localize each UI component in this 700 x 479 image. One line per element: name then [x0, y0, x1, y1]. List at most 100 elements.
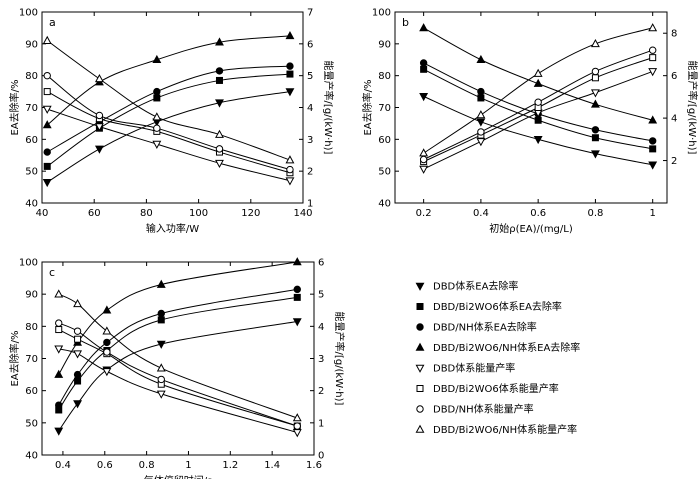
series-6 [43, 71, 294, 174]
y-tick-label: 50 [378, 167, 391, 178]
panel-c: 0.4 0.6 0.8 1 1.2 1.4 1.6 40 50 60 70 80 90 100 0 1 2 3 4 5… [8, 257, 346, 479]
y-tick-label: 90 [378, 39, 391, 50]
data-point [43, 71, 51, 80]
y-tick-label: 50 [25, 418, 38, 429]
data-point [102, 368, 112, 377]
series-line [58, 329, 298, 427]
series-line [58, 261, 298, 375]
series-4 [54, 345, 302, 438]
data-point [153, 94, 161, 102]
legend-label: DBD体系EA去除率 [433, 280, 518, 293]
data-point [292, 429, 302, 438]
y-tick-label: 90 [25, 39, 38, 50]
data-point [533, 136, 543, 145]
legend-label: DBD/NH体系EA去除率 [433, 321, 537, 334]
data-point [152, 112, 162, 121]
data-point [649, 54, 657, 62]
data-point [42, 120, 52, 129]
legend-entry: DBD/Bi2WO6体系EA去除率 [416, 300, 562, 313]
legend-label: DBD/Bi2WO6体系能量产率 [433, 382, 559, 395]
data-point [533, 68, 543, 77]
series-line [58, 288, 298, 406]
data-point [152, 140, 162, 149]
y-tick-label: 60 [25, 386, 38, 397]
x-axis-title: 初始ρ(EA)/(mg/L) [489, 222, 573, 235]
y2-tick-label: 4 [307, 103, 313, 114]
data-point [157, 309, 165, 318]
data-point [419, 59, 428, 67]
data-point [590, 99, 600, 108]
data-point [42, 105, 52, 114]
x-tick-label: 0.8 [139, 460, 155, 471]
x-axis-title: 输入功率/W [146, 222, 199, 235]
data-point [152, 54, 162, 64]
data-point [420, 65, 428, 73]
data-point [419, 155, 428, 164]
y2-tick-label: 2 [307, 167, 313, 178]
y2-tick-label: 5 [307, 71, 313, 82]
data-point [419, 165, 429, 174]
y2-tick-label: 5 [318, 290, 324, 301]
y-tick-label: 60 [25, 135, 38, 146]
data-point [43, 88, 51, 96]
legend-label: DBD/NH体系能量产率 [433, 403, 534, 416]
data-point [477, 128, 485, 136]
series-0 [54, 318, 302, 436]
x-tick-label: 60 [88, 208, 101, 219]
data-point [419, 23, 429, 32]
x-tick-label: 0.6 [97, 460, 113, 471]
data-point [285, 31, 295, 40]
x-tick-label: 0.2 [416, 208, 432, 219]
series-0 [42, 88, 295, 188]
data-point [94, 123, 104, 132]
legend-marker [416, 303, 424, 310]
legend-label: DBD/Bi2WO6/NH体系EA去除率 [433, 341, 580, 354]
panel-label: c [49, 266, 55, 279]
data-point [94, 74, 104, 83]
data-point [591, 67, 600, 76]
data-point [156, 279, 166, 288]
data-point [73, 350, 83, 359]
y-tick-label: 70 [25, 354, 38, 365]
data-point [54, 289, 64, 298]
data-point [648, 161, 658, 170]
legend-entry: DBD/NH体系EA去除率 [416, 321, 537, 334]
data-point [292, 413, 302, 422]
data-point [649, 145, 657, 153]
y2-axis-title: 能量产率/[g/(kW·h)] [333, 312, 346, 406]
data-point [153, 87, 161, 96]
data-point [215, 99, 224, 108]
data-point [95, 111, 104, 120]
x-tick-label: 100 [189, 208, 208, 219]
series-line [58, 293, 298, 419]
y2-tick-label: 6 [307, 39, 313, 50]
data-point [590, 38, 600, 48]
data-point [292, 318, 302, 327]
panel-b: 0.2 0.4 0.6 0.8 1 40 50 60 70 80 90 100 2 4 6 8 b 初始ρ(EA)… [361, 8, 699, 236]
data-point [55, 319, 63, 327]
legend-marker [415, 282, 425, 291]
legend-entry: DBD/Bi2WO6/NH体系能量产率 [415, 423, 577, 436]
data-point [43, 148, 51, 156]
legend-entry: DBD/Bi2WO6/NH体系EA去除率 [415, 341, 580, 354]
legend-entry: DBD体系能量产率 [415, 362, 515, 375]
data-point [156, 340, 166, 349]
data-point [42, 179, 52, 188]
x-tick-label: 1 [649, 208, 655, 219]
data-point [153, 124, 161, 132]
series-line [58, 321, 298, 432]
y-tick-label: 40 [25, 451, 38, 462]
legend-label: DBD/Bi2WO6/NH体系能量产率 [433, 423, 577, 436]
data-point [103, 348, 111, 356]
data-point [102, 326, 112, 335]
data-point [73, 327, 82, 335]
y2-axis-title: 能量产率/[g/(kW·h)] [322, 61, 335, 155]
series-line [58, 296, 298, 411]
data-point [648, 23, 658, 32]
data-point [54, 369, 64, 378]
data-point [534, 116, 542, 124]
data-point [648, 46, 657, 54]
series-line [58, 322, 298, 427]
data-point [591, 126, 600, 134]
